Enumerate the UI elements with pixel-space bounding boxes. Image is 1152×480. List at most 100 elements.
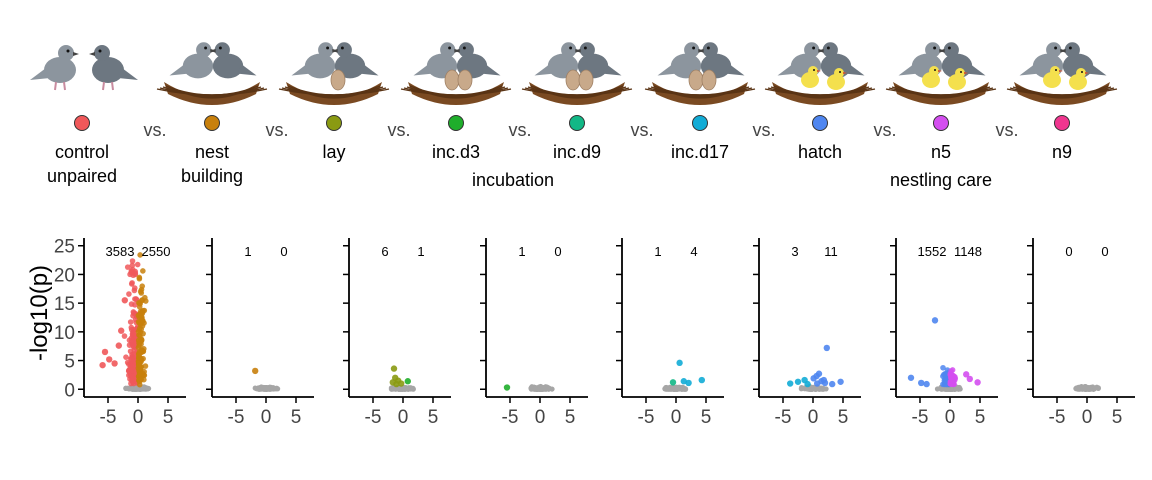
- point-sig: [923, 380, 930, 388]
- point-nonsig: [532, 386, 539, 392]
- point-nonsig: [408, 386, 414, 392]
- pigeon-icon: [291, 42, 339, 79]
- count-down: 1: [654, 244, 661, 259]
- point-sig: [124, 359, 131, 366]
- count-up: 1: [417, 244, 424, 259]
- volcano-panel-3: -5 0 5 6 1: [343, 238, 451, 428]
- x-tick-label: -5: [502, 407, 519, 428]
- point-sig: [127, 355, 134, 362]
- point-nonsig: [123, 385, 129, 391]
- nest-icon: [764, 82, 876, 105]
- point-sig: [137, 370, 143, 377]
- point-sig: [136, 362, 142, 368]
- point-sig: [129, 262, 136, 269]
- x-tick-label: -5: [638, 407, 655, 428]
- point-sig: [138, 326, 145, 333]
- point-sig: [404, 378, 411, 385]
- x-tick-label: 0: [535, 407, 546, 428]
- y-tick-label: 20: [54, 265, 75, 286]
- point-sig: [129, 376, 136, 382]
- count-up: 4: [690, 244, 697, 259]
- count-down: 1552: [918, 244, 947, 259]
- y-axis-label: -log10(p): [26, 265, 53, 361]
- point-sig: [252, 367, 259, 375]
- point-sig: [128, 281, 135, 287]
- point-nonsig: [404, 386, 410, 392]
- point-sig: [829, 380, 836, 388]
- stage-dot-n5: [933, 115, 949, 131]
- point-sig: [130, 310, 137, 316]
- point-sig: [128, 324, 135, 331]
- point-sig: [118, 327, 125, 334]
- point-sig: [974, 379, 981, 386]
- x-tick-label: 0: [945, 407, 956, 428]
- vs-label: vs.: [387, 120, 410, 140]
- vs-label: vs.: [143, 120, 166, 140]
- point-sig: [115, 342, 123, 349]
- count-up: 0: [554, 244, 561, 259]
- y-tick-label: 5: [64, 352, 75, 373]
- point-nonsig: [943, 386, 949, 392]
- vs-label: vs.: [508, 120, 531, 140]
- point-sig: [124, 264, 131, 270]
- stage-dot-bldg: [204, 115, 220, 131]
- x-tick-label: 0: [808, 407, 819, 428]
- point-nonsig: [1087, 385, 1093, 391]
- point-sig: [907, 374, 915, 381]
- point-sig: [931, 317, 939, 324]
- vs-label: vs.: [873, 120, 896, 140]
- stage-inc_d9: inc.d9: [521, 42, 633, 162]
- vs-label: vs.: [752, 120, 775, 140]
- y-tick-label: 25: [54, 237, 75, 258]
- stage-label: n5: [931, 142, 951, 162]
- point-sig: [101, 348, 109, 356]
- stage-label: inc.d9: [553, 142, 601, 162]
- x-tick-label: -5: [365, 407, 382, 428]
- point-sig: [140, 318, 146, 324]
- x-tick-label: 0: [261, 407, 272, 428]
- group-label-nestling-care: nestling care: [890, 170, 992, 190]
- point-sig: [121, 297, 128, 304]
- point-nonsig: [537, 385, 544, 391]
- nest-icon: [644, 82, 756, 105]
- egg-icon: [578, 69, 594, 91]
- x-tick-label: 5: [701, 407, 712, 428]
- point-sig: [137, 252, 143, 258]
- x-tick-label: 5: [838, 407, 849, 428]
- point-sig: [137, 310, 144, 317]
- stage-dot-control: [74, 115, 90, 131]
- point-nonsig: [131, 386, 137, 392]
- point-sig: [141, 372, 148, 379]
- chick-icon: [948, 68, 968, 90]
- point-sig: [121, 333, 128, 339]
- stage-label: nest: [195, 142, 229, 162]
- stage-bldg: nest building: [156, 42, 268, 186]
- point-sig: [393, 380, 400, 388]
- point-sig: [130, 343, 137, 350]
- x-tick-label: 5: [1112, 407, 1123, 428]
- point-sig: [136, 304, 143, 310]
- point-sig: [141, 376, 147, 383]
- point-sig: [123, 354, 129, 360]
- count-up: 11: [824, 244, 838, 259]
- pigeon-icon: [169, 42, 217, 79]
- chick-icon: [827, 68, 847, 90]
- x-tick-label: 5: [291, 407, 302, 428]
- stage-dot-n9: [1054, 115, 1070, 131]
- point-sig: [99, 361, 106, 369]
- count-up: 1148: [954, 244, 982, 259]
- stage-hatch: hatch: [764, 42, 876, 162]
- stage-label: inc.d3: [432, 142, 480, 162]
- point-sig: [794, 378, 802, 385]
- point-nonsig: [263, 385, 269, 391]
- stage-inc_d3: inc.d3: [400, 42, 512, 162]
- point-sig: [134, 261, 141, 268]
- x-tick-label: -5: [100, 407, 117, 428]
- point-sig: [948, 372, 954, 378]
- point-sig: [787, 380, 794, 387]
- egg-icon: [457, 69, 473, 91]
- vs-label: vs.: [630, 120, 653, 140]
- point-sig: [815, 370, 823, 377]
